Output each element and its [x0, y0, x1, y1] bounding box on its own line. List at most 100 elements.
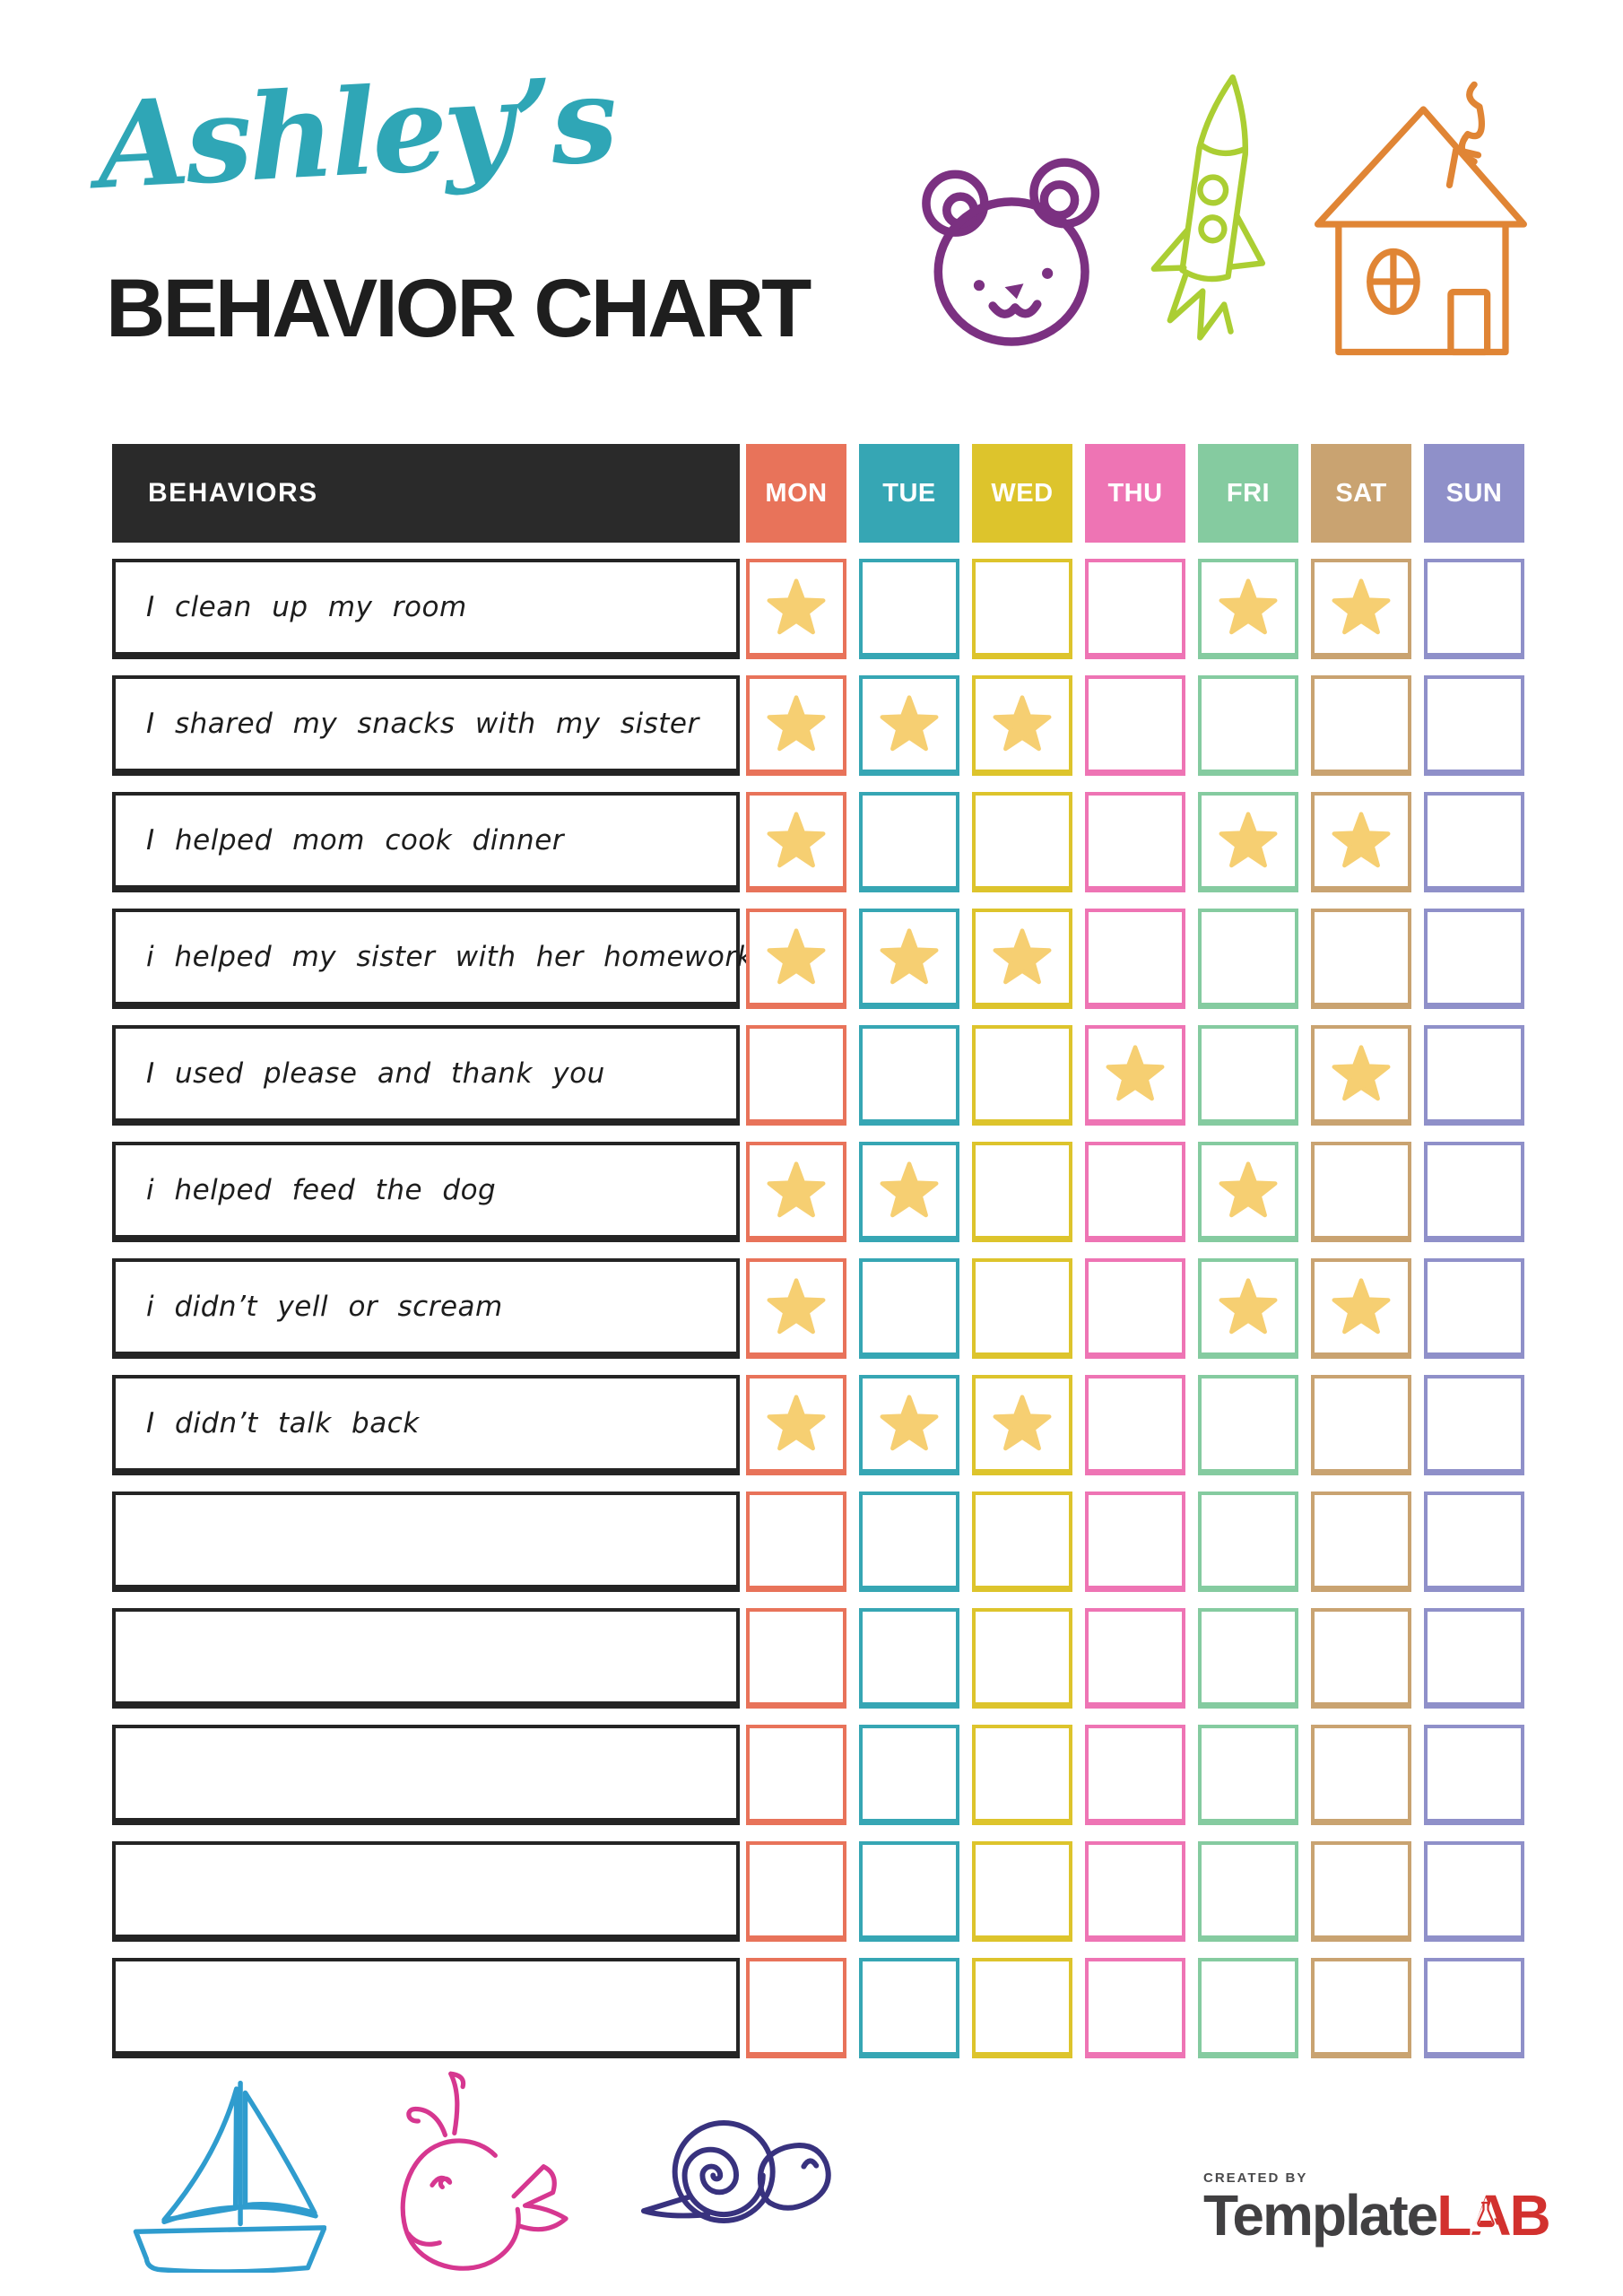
day-cell-fri-row-10[interactable]	[1198, 1608, 1298, 1709]
day-cell-sun-row-5[interactable]	[1424, 1025, 1524, 1126]
day-cell-wed-row-4[interactable]	[972, 909, 1072, 1009]
behavior-label-box[interactable]: I helped mom cook dinner	[112, 792, 740, 892]
day-cell-mon-row-5[interactable]	[746, 1025, 846, 1126]
day-cell-tue-row-7[interactable]	[859, 1258, 959, 1359]
day-cell-sat-row-5[interactable]	[1311, 1025, 1411, 1126]
day-cell-wed-row-11[interactable]	[972, 1725, 1072, 1825]
day-cell-wed-row-7[interactable]	[972, 1258, 1072, 1359]
day-cell-tue-row-9[interactable]	[859, 1492, 959, 1592]
day-cell-tue-row-2[interactable]	[859, 675, 959, 776]
day-cell-wed-row-6[interactable]	[972, 1142, 1072, 1242]
day-cell-thu-row-4[interactable]	[1085, 909, 1185, 1009]
day-cell-wed-row-10[interactable]	[972, 1608, 1072, 1709]
day-cell-thu-row-12[interactable]	[1085, 1841, 1185, 1942]
day-cell-fri-row-5[interactable]	[1198, 1025, 1298, 1126]
day-cell-fri-row-4[interactable]	[1198, 909, 1298, 1009]
day-cell-mon-row-8[interactable]	[746, 1375, 846, 1475]
day-cell-fri-row-7[interactable]	[1198, 1258, 1298, 1359]
day-cell-thu-row-2[interactable]	[1085, 675, 1185, 776]
day-cell-sun-row-10[interactable]	[1424, 1608, 1524, 1709]
day-cell-fri-row-3[interactable]	[1198, 792, 1298, 892]
day-cell-mon-row-2[interactable]	[746, 675, 846, 776]
day-cell-wed-row-8[interactable]	[972, 1375, 1072, 1475]
day-cell-mon-row-9[interactable]	[746, 1492, 846, 1592]
day-cell-sat-row-8[interactable]	[1311, 1375, 1411, 1475]
behavior-label-box[interactable]	[112, 1492, 740, 1592]
day-cell-mon-row-13[interactable]	[746, 1958, 846, 2058]
day-cell-tue-row-11[interactable]	[859, 1725, 959, 1825]
day-cell-fri-row-2[interactable]	[1198, 675, 1298, 776]
day-cell-wed-row-1[interactable]	[972, 559, 1072, 659]
day-cell-mon-row-4[interactable]	[746, 909, 846, 1009]
day-cell-sat-row-3[interactable]	[1311, 792, 1411, 892]
behavior-label-box[interactable]: I shared my snacks with my sister	[112, 675, 740, 776]
day-cell-thu-row-1[interactable]	[1085, 559, 1185, 659]
day-cell-sun-row-4[interactable]	[1424, 909, 1524, 1009]
day-cell-sat-row-6[interactable]	[1311, 1142, 1411, 1242]
behavior-label-box[interactable]: i helped my sister with her homework	[112, 909, 753, 1009]
day-cell-sun-row-3[interactable]	[1424, 792, 1524, 892]
day-cell-thu-row-10[interactable]	[1085, 1608, 1185, 1709]
day-cell-sun-row-9[interactable]	[1424, 1492, 1524, 1592]
day-cell-fri-row-11[interactable]	[1198, 1725, 1298, 1825]
day-cell-tue-row-13[interactable]	[859, 1958, 959, 2058]
day-cell-thu-row-13[interactable]	[1085, 1958, 1185, 2058]
day-cell-thu-row-8[interactable]	[1085, 1375, 1185, 1475]
day-cell-thu-row-7[interactable]	[1085, 1258, 1185, 1359]
day-cell-thu-row-3[interactable]	[1085, 792, 1185, 892]
day-cell-sun-row-12[interactable]	[1424, 1841, 1524, 1942]
day-cell-tue-row-4[interactable]	[859, 909, 959, 1009]
day-cell-fri-row-6[interactable]	[1198, 1142, 1298, 1242]
day-cell-wed-row-5[interactable]	[972, 1025, 1072, 1126]
day-cell-tue-row-8[interactable]	[859, 1375, 959, 1475]
day-cell-sun-row-1[interactable]	[1424, 559, 1524, 659]
day-cell-fri-row-8[interactable]	[1198, 1375, 1298, 1475]
day-cell-thu-row-5[interactable]	[1085, 1025, 1185, 1126]
day-cell-sun-row-2[interactable]	[1424, 675, 1524, 776]
behavior-label-box[interactable]	[112, 1608, 740, 1709]
day-cell-sun-row-8[interactable]	[1424, 1375, 1524, 1475]
day-cell-wed-row-12[interactable]	[972, 1841, 1072, 1942]
behavior-label-box[interactable]: I used please and thank you	[112, 1025, 740, 1126]
day-cell-sun-row-6[interactable]	[1424, 1142, 1524, 1242]
day-cell-sat-row-13[interactable]	[1311, 1958, 1411, 2058]
behavior-label-box[interactable]: I didn’t talk back	[112, 1375, 740, 1475]
day-cell-fri-row-1[interactable]	[1198, 559, 1298, 659]
day-cell-mon-row-3[interactable]	[746, 792, 846, 892]
day-cell-sat-row-4[interactable]	[1311, 909, 1411, 1009]
day-cell-sat-row-9[interactable]	[1311, 1492, 1411, 1592]
day-cell-sat-row-11[interactable]	[1311, 1725, 1411, 1825]
day-cell-sat-row-12[interactable]	[1311, 1841, 1411, 1942]
day-cell-sat-row-1[interactable]	[1311, 559, 1411, 659]
day-cell-sun-row-7[interactable]	[1424, 1258, 1524, 1359]
day-cell-sat-row-2[interactable]	[1311, 675, 1411, 776]
day-cell-mon-row-7[interactable]	[746, 1258, 846, 1359]
day-cell-thu-row-9[interactable]	[1085, 1492, 1185, 1592]
behavior-label-box[interactable]: i helped feed the dog	[112, 1142, 740, 1242]
day-cell-mon-row-10[interactable]	[746, 1608, 846, 1709]
day-cell-tue-row-1[interactable]	[859, 559, 959, 659]
day-cell-wed-row-9[interactable]	[972, 1492, 1072, 1592]
behavior-label-box[interactable]	[112, 1958, 740, 2058]
behavior-label-box[interactable]	[112, 1725, 740, 1825]
day-cell-mon-row-12[interactable]	[746, 1841, 846, 1942]
behavior-label-box[interactable]	[112, 1841, 740, 1942]
day-cell-mon-row-11[interactable]	[746, 1725, 846, 1825]
day-cell-fri-row-12[interactable]	[1198, 1841, 1298, 1942]
behavior-label-box[interactable]: i didn’t yell or scream	[112, 1258, 740, 1359]
day-cell-tue-row-5[interactable]	[859, 1025, 959, 1126]
day-cell-sat-row-10[interactable]	[1311, 1608, 1411, 1709]
day-cell-wed-row-3[interactable]	[972, 792, 1072, 892]
day-cell-mon-row-6[interactable]	[746, 1142, 846, 1242]
day-cell-fri-row-13[interactable]	[1198, 1958, 1298, 2058]
day-cell-thu-row-11[interactable]	[1085, 1725, 1185, 1825]
day-cell-wed-row-13[interactable]	[972, 1958, 1072, 2058]
day-cell-tue-row-10[interactable]	[859, 1608, 959, 1709]
day-cell-mon-row-1[interactable]	[746, 559, 846, 659]
day-cell-tue-row-3[interactable]	[859, 792, 959, 892]
day-cell-tue-row-6[interactable]	[859, 1142, 959, 1242]
day-cell-wed-row-2[interactable]	[972, 675, 1072, 776]
day-cell-sat-row-7[interactable]	[1311, 1258, 1411, 1359]
day-cell-tue-row-12[interactable]	[859, 1841, 959, 1942]
behavior-label-box[interactable]: I clean up my room	[112, 559, 740, 659]
